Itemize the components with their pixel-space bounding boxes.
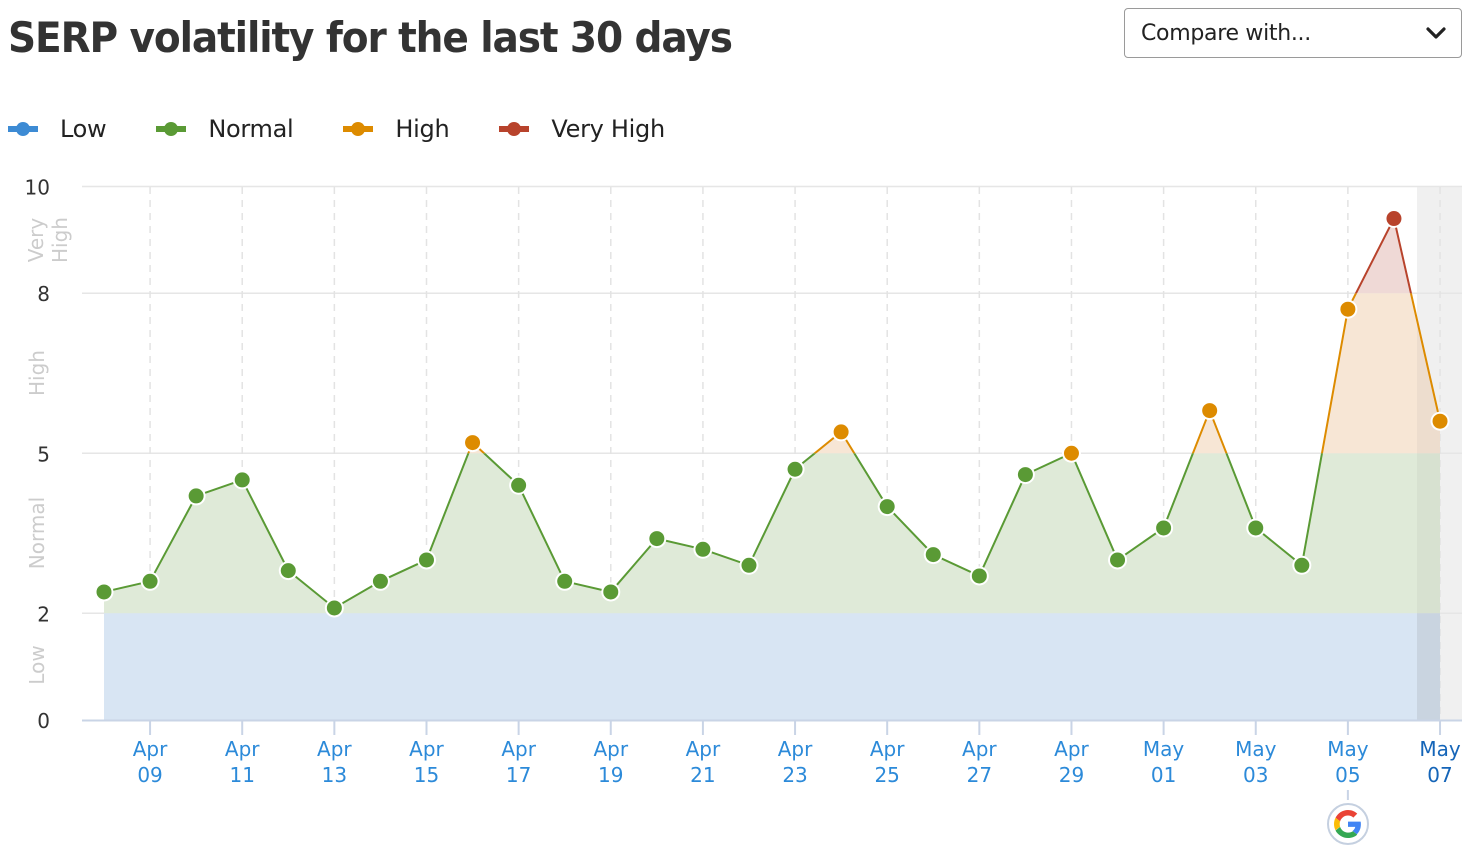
data-point[interactable] (787, 461, 803, 477)
data-point[interactable] (1432, 413, 1448, 429)
x-tick-label[interactable]: 01 (1151, 763, 1176, 787)
data-point[interactable] (372, 573, 388, 589)
band-label: High (48, 217, 72, 263)
legend-label: Low (60, 115, 107, 143)
y-tick-label: 2 (37, 602, 50, 626)
data-point[interactable] (418, 552, 434, 568)
data-point[interactable] (188, 488, 204, 504)
legend-item-high[interactable]: High (343, 115, 450, 143)
x-tick-label[interactable]: May (1327, 737, 1369, 761)
x-tick-label[interactable]: Apr (962, 737, 997, 761)
y-tick-label: 10 (25, 176, 50, 200)
compare-with-label: Compare with... (1141, 20, 1311, 46)
data-point[interactable] (695, 541, 711, 557)
x-tick-label[interactable]: 25 (874, 763, 899, 787)
x-tick-label[interactable]: 03 (1243, 763, 1268, 787)
x-tick-label[interactable]: Apr (133, 737, 168, 761)
x-tick-label[interactable]: 13 (322, 763, 347, 787)
data-point[interactable] (142, 573, 158, 589)
data-point[interactable] (971, 568, 987, 584)
data-point[interactable] (280, 563, 296, 579)
x-tick-label[interactable]: 29 (1059, 763, 1084, 787)
data-point[interactable] (1248, 520, 1264, 536)
x-tick-label[interactable]: Apr (225, 737, 260, 761)
legend-label: High (395, 115, 450, 143)
data-point[interactable] (1063, 445, 1079, 461)
google-update-marker[interactable] (1326, 803, 1369, 845)
x-tick-label[interactable]: 05 (1335, 763, 1360, 787)
x-tick-label[interactable]: Apr (870, 737, 905, 761)
data-point[interactable] (741, 557, 757, 573)
legend-item-low[interactable]: Low (8, 115, 107, 143)
data-point[interactable] (326, 600, 342, 616)
legend-label: Very High (551, 115, 665, 143)
data-point[interactable] (465, 435, 481, 451)
x-tick-label[interactable]: May (1419, 737, 1461, 761)
x-tick-label[interactable]: May (1235, 737, 1277, 761)
legend-marker-icon (499, 122, 530, 136)
volatility-line (103, 453, 1323, 610)
x-tick-label[interactable]: 19 (598, 763, 623, 787)
x-tick-label[interactable]: Apr (686, 737, 721, 761)
legend-marker-icon (8, 122, 38, 136)
data-point[interactable] (1110, 552, 1126, 568)
google-g-icon (1333, 810, 1361, 838)
data-point[interactable] (649, 531, 665, 547)
x-tick-label[interactable]: 07 (1427, 763, 1452, 787)
y-tick-label: 5 (37, 442, 50, 466)
x-tick-label[interactable]: 11 (229, 763, 254, 787)
data-point[interactable] (879, 499, 895, 515)
data-point[interactable] (1017, 467, 1033, 483)
data-point[interactable] (557, 573, 573, 589)
chevron-down-icon (1425, 22, 1447, 44)
data-point[interactable] (833, 424, 849, 440)
data-point[interactable] (234, 472, 250, 488)
x-tick-label[interactable]: Apr (1054, 737, 1089, 761)
low-band (104, 613, 1441, 720)
legend-item-normal[interactable]: Normal (156, 115, 294, 143)
x-tick-label[interactable]: 27 (967, 763, 992, 787)
data-point[interactable] (1156, 520, 1172, 536)
band-label: High (25, 350, 49, 396)
x-tick-label[interactable]: May (1143, 737, 1185, 761)
data-point[interactable] (96, 584, 112, 600)
data-point[interactable] (603, 584, 619, 600)
x-tick-label[interactable]: Apr (317, 737, 352, 761)
legend-marker-icon (343, 122, 374, 136)
data-point[interactable] (925, 547, 941, 563)
x-tick-label[interactable]: 09 (137, 763, 162, 787)
data-point[interactable] (1202, 403, 1218, 419)
y-tick-label: 0 (37, 709, 50, 733)
legend-item-very-high[interactable]: Very High (499, 115, 665, 143)
data-point[interactable] (1294, 557, 1310, 573)
x-tick-label[interactable]: Apr (409, 737, 444, 761)
legend-marker-icon (156, 122, 187, 136)
chart-legend: Low Normal High Very High (8, 108, 715, 150)
band-label: Very (24, 218, 48, 263)
x-tick-label[interactable]: 17 (506, 763, 531, 787)
x-tick-label[interactable]: Apr (593, 737, 628, 761)
x-tick-label[interactable]: 23 (782, 763, 807, 787)
x-tick-label[interactable]: 15 (414, 763, 439, 787)
y-tick-label: 8 (37, 282, 50, 306)
x-tick-label[interactable]: Apr (778, 737, 813, 761)
data-point[interactable] (1386, 211, 1402, 227)
band-label: Normal (25, 497, 49, 569)
data-point[interactable] (1340, 301, 1356, 317)
page-title: SERP volatility for the last 30 days (8, 13, 733, 62)
legend-label: Normal (208, 115, 294, 143)
data-point[interactable] (511, 477, 527, 493)
band-label: Low (25, 645, 49, 684)
volatility-line (467, 293, 1442, 454)
x-tick-label[interactable]: 21 (690, 763, 715, 787)
compare-with-dropdown[interactable]: Compare with... (1124, 8, 1462, 58)
x-tick-label[interactable]: Apr (501, 737, 536, 761)
